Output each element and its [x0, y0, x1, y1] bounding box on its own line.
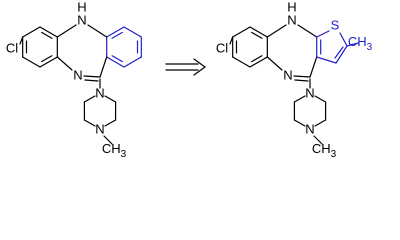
atom-label: S [331, 17, 340, 32]
bond [41, 31, 53, 39]
bond [334, 46, 344, 59]
bond [297, 24, 318, 38]
bond [346, 42, 359, 47]
bond [39, 26, 58, 38]
bond [249, 26, 268, 38]
bond [106, 26, 125, 38]
bond [229, 36, 234, 45]
bond [293, 119, 306, 127]
bond [293, 95, 306, 103]
atom-label: H [287, 0, 296, 14]
atom-label: H [77, 0, 86, 14]
bond [22, 56, 41, 68]
bond [99, 56, 108, 78]
bond [103, 135, 113, 145]
atom-label: N [305, 85, 314, 100]
bond [335, 45, 348, 64]
atom-label: N [73, 67, 82, 82]
bond [84, 79, 99, 82]
atom-label: CH3 [102, 141, 127, 157]
bond [87, 24, 108, 38]
bond [123, 26, 142, 38]
bond [316, 30, 330, 38]
bond [111, 31, 123, 39]
bond [41, 55, 53, 63]
bond [19, 36, 24, 45]
bond [83, 119, 96, 127]
bond [232, 56, 251, 68]
bond [266, 56, 283, 71]
atom-label: N [305, 121, 314, 136]
bond [314, 95, 327, 103]
bond [309, 56, 318, 78]
bond [123, 56, 142, 68]
bond [251, 31, 263, 39]
bond [339, 32, 348, 47]
atom-label: Cl [6, 40, 18, 55]
bond [294, 79, 309, 82]
atom-label: N [95, 85, 104, 100]
atom-label: Cl [216, 40, 228, 55]
bond [111, 55, 123, 63]
bond [106, 56, 125, 68]
bond [39, 56, 58, 68]
bond [83, 95, 96, 103]
bond [104, 95, 117, 103]
bond [314, 119, 327, 127]
bond [266, 24, 287, 38]
bond [22, 26, 41, 38]
atom-label: CH3 [348, 34, 373, 52]
bond [56, 56, 73, 71]
atom-label: N [287, 12, 296, 27]
bond [251, 55, 263, 63]
bond [313, 135, 323, 145]
bond [249, 56, 268, 68]
bond [56, 24, 77, 38]
transform-arrow [165, 58, 207, 76]
bond [83, 75, 101, 78]
bond [232, 26, 251, 38]
atom-label: CH3 [312, 141, 337, 157]
atom-label: N [77, 12, 86, 27]
atom-label: N [283, 67, 292, 82]
atom-label: N [95, 121, 104, 136]
bond [293, 75, 311, 78]
bond [316, 56, 337, 64]
bond [104, 119, 117, 127]
